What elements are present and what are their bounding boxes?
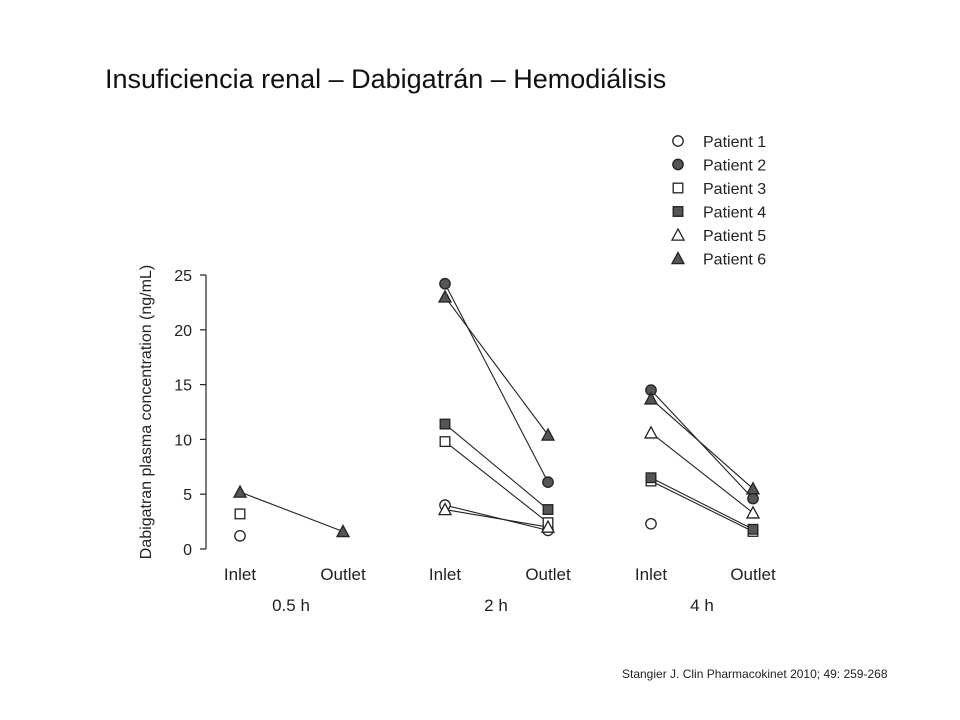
patient-6-point xyxy=(643,391,659,405)
legend-marker-patient-3 xyxy=(672,182,684,194)
slide-title: Insuficiencia renal – Dabigatrán – Hemod… xyxy=(105,64,667,94)
patient-3-point xyxy=(234,508,246,520)
patient-6-line xyxy=(650,398,754,490)
patient-4-point xyxy=(439,418,451,430)
x-group-label: 0.5 h xyxy=(272,596,310,615)
x-category-label: Inlet xyxy=(429,565,461,584)
x-category-label: Outlet xyxy=(320,565,366,584)
x-category-label: Inlet xyxy=(224,565,256,584)
patient-6-line xyxy=(239,491,344,532)
legend-marker-patient-2 xyxy=(672,158,684,171)
patient-1-point xyxy=(645,517,657,530)
y-tick-label: 15 xyxy=(174,378,192,395)
patient-2-point xyxy=(542,476,554,488)
patient-5-point xyxy=(540,519,556,533)
connector-lines xyxy=(239,283,754,532)
patient-6-line xyxy=(444,296,549,436)
x-group-label: 4 h xyxy=(690,596,714,615)
patient-4-point xyxy=(747,523,759,535)
y-axis-title: Dabigatran plasma concentration (ng/mL) xyxy=(138,265,155,559)
patient-6-point xyxy=(232,484,248,498)
patient-6-point xyxy=(437,289,453,303)
patient-6-point xyxy=(745,481,761,495)
patient-2-point xyxy=(747,492,759,505)
y-tick-label: 10 xyxy=(174,432,192,449)
patient-5-point xyxy=(745,505,761,519)
patient-4-point xyxy=(542,504,554,515)
x-category-label: Outlet xyxy=(525,565,571,584)
patient-5-line xyxy=(650,432,754,514)
patient-3-line xyxy=(444,441,549,524)
patient-5-point xyxy=(437,502,453,516)
data-points xyxy=(232,277,761,542)
legend-label-patient-3: Patient 3 xyxy=(703,181,766,198)
legend-marker-patient-5 xyxy=(670,227,686,241)
patient-5-point xyxy=(643,425,659,439)
patient-1-point xyxy=(234,529,246,542)
legend-label-patient-4: Patient 4 xyxy=(703,205,766,222)
legend-label-patient-5: Patient 5 xyxy=(703,228,766,245)
y-tick-label: 5 xyxy=(183,487,192,504)
legend-label-patient-1: Patient 1 xyxy=(703,134,766,151)
patient-2-point xyxy=(439,277,451,290)
legend-marker-patient-6 xyxy=(670,251,686,265)
x-group-label: 2 h xyxy=(484,596,508,615)
patient-4-point xyxy=(645,472,657,484)
legend-marker-patient-1 xyxy=(672,135,684,147)
x-category-label: Inlet xyxy=(635,565,667,584)
y-tick-label: 0 xyxy=(183,542,192,559)
patient-4-line xyxy=(650,477,754,530)
patient-6-point xyxy=(540,427,556,441)
citation: Stangier J. Clin Pharmacokinet 2010; 49:… xyxy=(622,667,888,681)
y-tick-label: 25 xyxy=(174,268,192,285)
patient-4-line xyxy=(444,423,549,510)
patient-3-line xyxy=(650,480,754,532)
patient-6-point xyxy=(335,524,351,538)
legend: Patient 1 Patient 2 Patient 3 Patient 4 Pati… xyxy=(670,134,766,269)
axes: 0 5 10 15 20 25 Dabigatran plasma concentratio… xyxy=(138,265,776,615)
legend-marker-patient-4 xyxy=(672,206,684,217)
y-tick-label: 20 xyxy=(174,323,192,340)
patient-2-line xyxy=(444,283,549,483)
x-category-label: Outlet xyxy=(730,565,776,584)
patient-3-point xyxy=(439,436,451,448)
legend-label-patient-2: Patient 2 xyxy=(703,158,766,175)
patient-5-line xyxy=(444,509,549,528)
legend-label-patient-6: Patient 6 xyxy=(703,252,766,269)
